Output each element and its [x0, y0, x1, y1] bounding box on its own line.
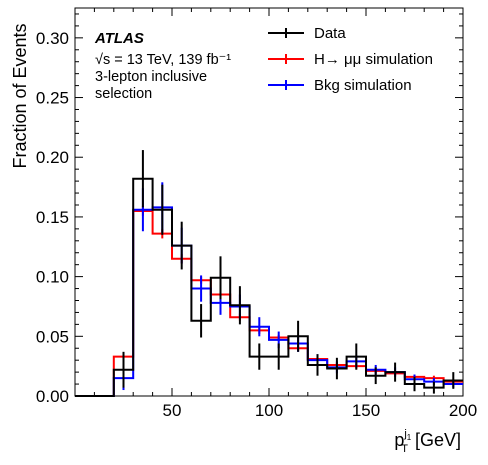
- series-step-line: [75, 177, 463, 397]
- x-tick-label: 50: [163, 401, 182, 420]
- y-tick-label: 0.30: [36, 29, 69, 48]
- y-axis-title: Fraction of Events: [10, 23, 30, 168]
- atlas-label: ATLAS: [94, 30, 144, 47]
- y-tick-label: 0.25: [36, 89, 69, 108]
- axis-tick-labels: 50 100 150 200 0.00 0.05 0.10 0.15 0.20 0.25 0.30: [36, 29, 477, 420]
- x-axis-title-sub: T: [401, 443, 408, 455]
- selection-label-line-2: selection: [95, 86, 152, 102]
- x-axis-title-sup-sub: 1: [407, 433, 412, 442]
- legend-label: Bkg simulation: [314, 77, 412, 94]
- x-axis-title: pj1 T [GeV]: [394, 428, 461, 455]
- axis-ticks: [74, 8, 464, 397]
- legend-label: Data: [314, 25, 346, 42]
- y-tick-label: 0.20: [36, 148, 69, 167]
- legend: Data H→ μμ simulation Bkg simulation: [268, 25, 433, 94]
- x-axis-title-unit: [GeV]: [410, 430, 461, 450]
- x-tick-label: 100: [255, 401, 283, 420]
- series-0: [75, 150, 463, 397]
- legend-label: H→ μμ simulation: [314, 51, 433, 68]
- y-tick-label: 0.10: [36, 268, 69, 287]
- x-axis-title-main: p: [394, 430, 404, 450]
- selection-label-line-1: 3-lepton inclusive: [95, 69, 207, 85]
- series-layer: [75, 150, 463, 397]
- y-tick-label: 0.05: [36, 327, 69, 346]
- y-tick-label: 0.00: [36, 387, 69, 406]
- x-axis-title-sup: j: [403, 428, 406, 440]
- y-tick-label: 0.15: [36, 208, 69, 227]
- x-tick-label: 200: [449, 401, 477, 420]
- x-tick-label: 150: [352, 401, 380, 420]
- energy-label: √s = 13 TeV, 139 fb⁻¹: [95, 52, 231, 68]
